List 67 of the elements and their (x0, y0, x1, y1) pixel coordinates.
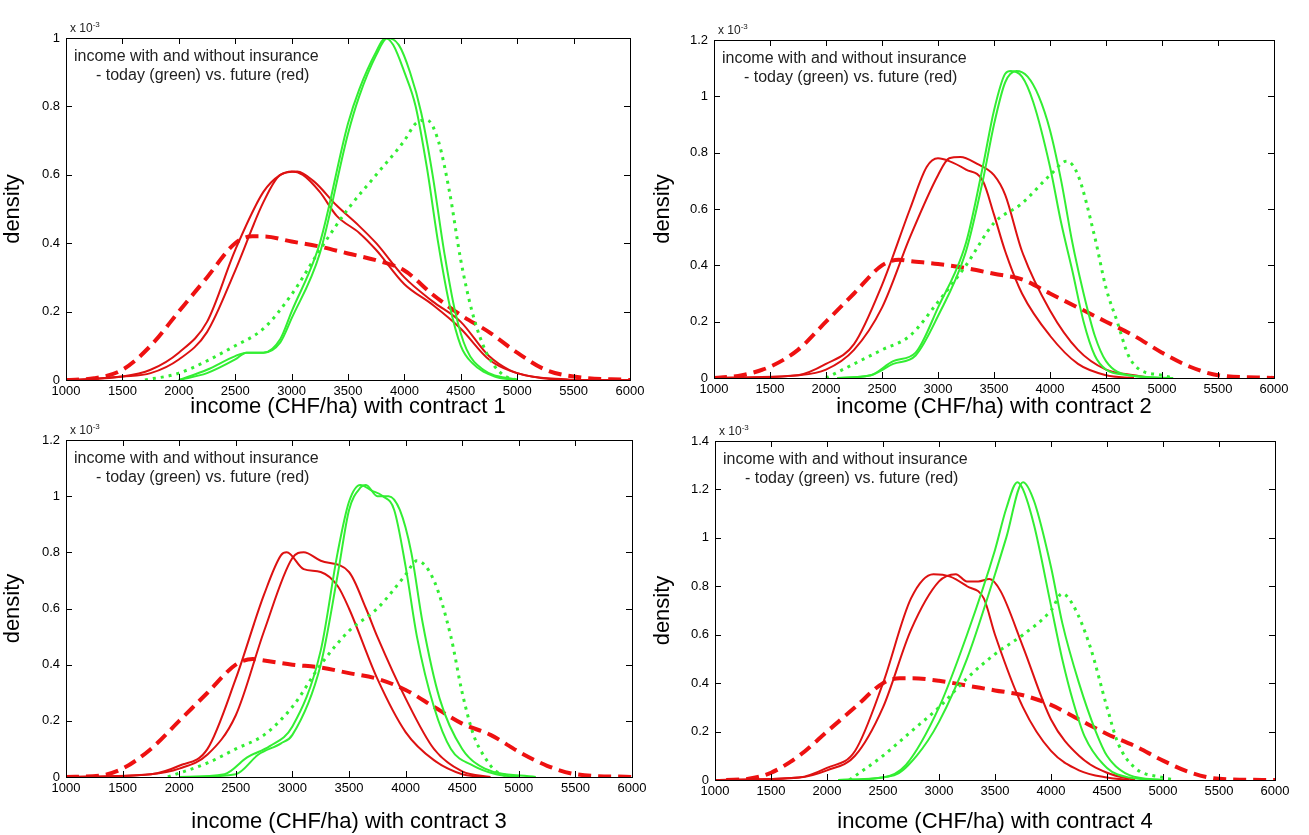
x-tick-label: 5500 (560, 780, 590, 796)
y-tick-label: 0.4 (41, 234, 60, 250)
x-tick-label: 4500 (446, 383, 476, 399)
x-axis-title: income (CHF/ha) with contract 4 (837, 807, 1153, 833)
x-tick-label: 6000 (617, 780, 647, 796)
x-tick-label: 5000 (1148, 783, 1178, 799)
x-tick-label: 5000 (504, 780, 534, 796)
x-tick-label: 5000 (502, 383, 532, 399)
annotation: income with and without insurance (723, 450, 968, 467)
x-tick-label: 3500 (980, 783, 1010, 799)
x-tick-label: 1500 (756, 783, 786, 799)
x-tick-label: 5500 (1203, 381, 1233, 397)
y-tick-label: 1 (52, 29, 60, 45)
y-tick-label: 0.2 (690, 723, 709, 739)
y-axis-title: density (0, 573, 25, 644)
y-tick-label: 0.6 (41, 600, 60, 616)
y-tick-label: 0.4 (41, 656, 60, 672)
x-tick-label: 6000 (1260, 783, 1290, 799)
annotation: - today (green) vs. future (red) (744, 68, 958, 85)
y-tick-label: 1 (700, 87, 708, 103)
x-tick-label: 3000 (277, 780, 307, 796)
y-tick-label: 0.6 (689, 200, 708, 216)
y-axis-title: density (649, 575, 675, 646)
y-tick-label: 0.6 (41, 166, 60, 182)
x-tick-label: 3000 (924, 783, 954, 799)
x-axis-title: income (CHF/ha) with contract 3 (191, 807, 507, 833)
y-tick-label: 1.2 (689, 31, 708, 47)
y-tick-label: 1 (52, 487, 60, 503)
x-tick-label: 3500 (334, 780, 364, 796)
y-tick-label: 1.4 (690, 432, 709, 448)
y-tick-label: 0.2 (689, 313, 708, 329)
y-tick-label: 0.2 (41, 712, 60, 728)
x-tick-label: 2500 (221, 780, 251, 796)
y-tick-label: 0.8 (689, 144, 708, 160)
y-tick-label: 1.2 (690, 481, 709, 497)
x-tick-label: 3000 (277, 383, 307, 399)
x-tick-label: 6000 (615, 383, 645, 399)
x-tick-label: 4500 (447, 780, 477, 796)
x-tick-label: 2500 (868, 783, 898, 799)
x-tick-label: 4000 (1036, 783, 1066, 799)
x-tick-label: 2000 (164, 780, 194, 796)
y-tick-label: 0.6 (690, 626, 709, 642)
annotation: - today (green) vs. future (red) (745, 469, 959, 486)
y-tick-label: 1.2 (41, 431, 60, 447)
y-tick-label: 0.8 (41, 97, 60, 113)
y-tick-label: 0.4 (690, 674, 709, 690)
y-tick-label: 0.8 (41, 543, 60, 559)
annotation: - today (green) vs. future (red) (96, 66, 310, 83)
y-axis-title: density (649, 174, 675, 244)
annotation: income with and without insurance (74, 449, 319, 466)
x-tick-label: 1500 (755, 381, 785, 397)
x-tick-label: 5500 (559, 383, 589, 399)
annotation: - today (green) vs. future (red) (96, 468, 310, 485)
y-tick-label: 1 (701, 529, 709, 545)
x-tick-label: 6000 (1259, 381, 1289, 397)
y-tick-label: 0.4 (689, 256, 708, 272)
x-tick-label: 5500 (1204, 783, 1234, 799)
x-tick-label: 2000 (812, 783, 842, 799)
y-tick-label: 0.2 (41, 303, 60, 319)
y-tick-label: 0.8 (690, 577, 709, 593)
x-tick-label: 1500 (107, 383, 137, 399)
annotation: income with and without insurance (722, 49, 967, 66)
annotation: income with and without insurance (74, 47, 319, 64)
y-axis-title: density (0, 174, 25, 244)
x-tick-label: 4500 (1092, 783, 1122, 799)
x-tick-label: 4000 (391, 780, 421, 796)
x-tick-label: 1500 (108, 780, 138, 796)
